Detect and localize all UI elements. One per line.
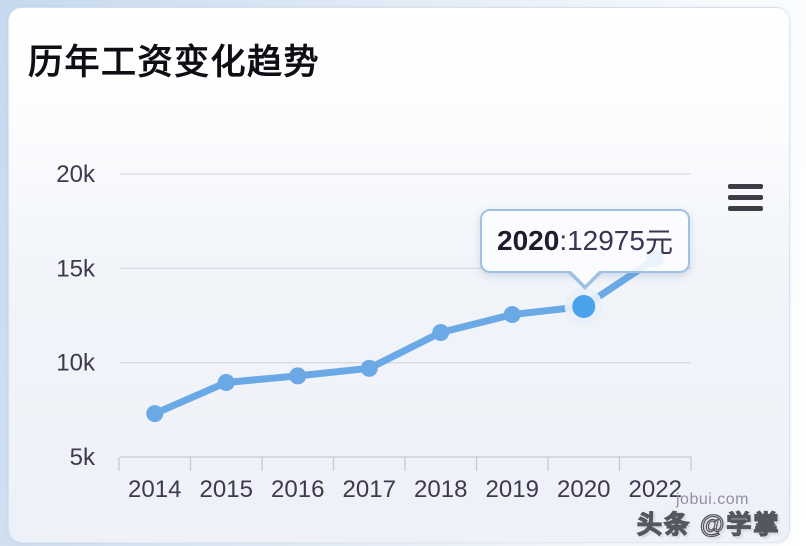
y-tick-label: 20k [56, 161, 96, 188]
hamburger-menu-icon[interactable] [728, 184, 764, 213]
x-axis-label: 2022 [629, 476, 682, 503]
x-axis-label: 2019 [486, 476, 539, 503]
x-axis-label: 2014 [128, 476, 181, 503]
data-point[interactable] [289, 367, 307, 385]
x-axis-label: 2018 [414, 476, 467, 503]
x-axis-label: 2017 [343, 476, 396, 503]
y-tick-label: 15k [56, 255, 96, 282]
chart-card [8, 7, 790, 543]
y-tick-label: 10k [56, 350, 96, 377]
tooltip: 2020:12975 元 [480, 209, 690, 273]
data-point-highlighted[interactable] [572, 295, 596, 319]
menu-bar [728, 195, 763, 200]
data-point[interactable] [146, 405, 164, 423]
data-point[interactable] [360, 359, 378, 377]
y-tick-label: 5k [70, 444, 96, 471]
data-point[interactable] [432, 323, 450, 341]
data-point[interactable] [217, 373, 235, 391]
menu-bar [728, 206, 763, 211]
watermark-credit: 头条 @学掌门 [636, 510, 781, 539]
data-point[interactable] [503, 306, 521, 324]
tooltip-separator: : [559, 225, 568, 256]
watermark-site: jobui.com [676, 491, 749, 508]
tooltip-value: 12975 [567, 225, 645, 256]
x-axis-label: 2020 [557, 476, 610, 503]
tooltip-unit: 元 [644, 227, 673, 258]
x-axis-label: 2016 [271, 476, 324, 503]
menu-bar [728, 184, 763, 189]
tooltip-year: 2020 [497, 225, 560, 256]
page-title: 历年工资变化趋势 [28, 43, 321, 82]
x-axis-label: 2015 [200, 476, 253, 503]
